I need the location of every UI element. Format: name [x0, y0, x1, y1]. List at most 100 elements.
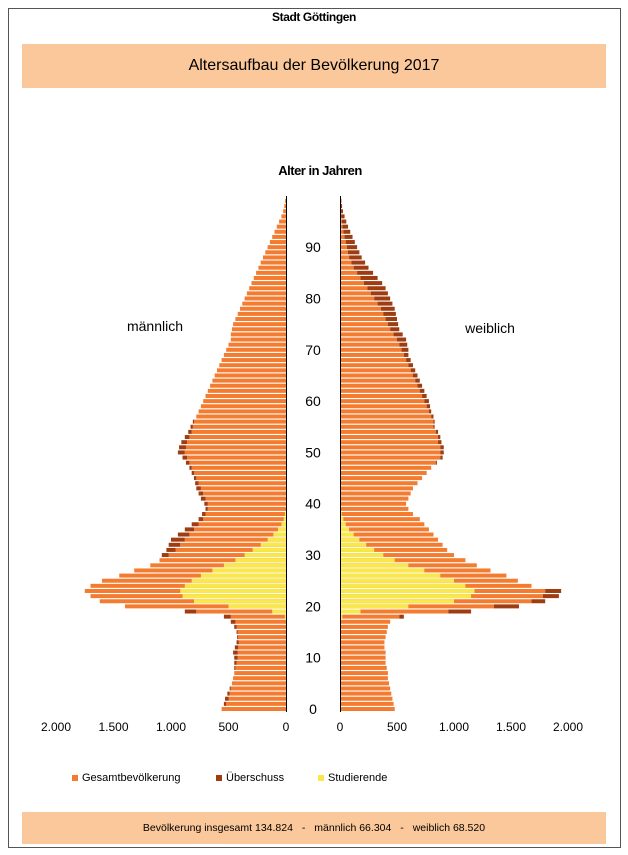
female-surplus-bar — [435, 460, 437, 465]
female-surplus-bar — [448, 609, 472, 614]
female-total-bar — [340, 445, 441, 450]
male-students-bar — [184, 583, 286, 588]
female-total-bar — [340, 322, 388, 327]
male-total-bar — [200, 404, 286, 409]
female-x-tick-label: 500 — [387, 720, 407, 734]
age-tick-label: 90 — [305, 239, 321, 255]
male-total-bar — [223, 352, 286, 357]
female-total-bar — [340, 701, 394, 706]
male-total-bar — [212, 378, 286, 383]
male-students-bar — [281, 522, 286, 527]
female-students-bar — [340, 583, 466, 588]
male-total-bar — [285, 198, 286, 204]
female-surplus-bar — [351, 260, 366, 265]
male-total-bar — [191, 429, 286, 434]
male-total-bar — [226, 347, 286, 352]
male-students-bar — [283, 517, 286, 522]
legend-item-surplus: Überschuss — [216, 772, 284, 784]
male-surplus-bar — [168, 542, 181, 547]
female-total-bar — [340, 506, 409, 511]
female-surplus-bar — [344, 234, 353, 239]
male-surplus-bar — [202, 512, 206, 517]
male-students-bar — [182, 594, 286, 599]
female-total-bar — [340, 630, 387, 635]
female-surplus-bar — [340, 209, 343, 214]
female-x-tick-label: 0 — [337, 720, 344, 734]
male-total-bar — [194, 470, 286, 475]
male-total-bar — [284, 204, 286, 209]
male-total-bar — [231, 681, 286, 686]
female-total-bar — [340, 609, 449, 614]
male-x-tick-label: 500 — [218, 720, 238, 734]
male-surplus-bar — [166, 547, 176, 552]
female-x-tick-label: 2.000 — [553, 720, 583, 734]
female-total-bar — [340, 512, 413, 517]
female-surplus-bar — [406, 358, 411, 363]
male-students-bar — [277, 527, 286, 532]
male-students-bar — [200, 573, 286, 578]
female-students-bar — [340, 573, 441, 578]
male-total-bar — [196, 476, 286, 481]
female-students-bar — [340, 599, 454, 604]
female-total-bar — [340, 240, 346, 245]
male-total-bar — [203, 517, 286, 522]
male-surplus-bar — [191, 522, 199, 527]
female-students-bar — [340, 542, 367, 547]
male-total-bar — [205, 496, 286, 501]
male-total-bar — [240, 306, 286, 311]
male-total-bar — [265, 250, 286, 255]
female-total-bar — [340, 275, 361, 280]
male-students-bar — [228, 604, 286, 609]
female-surplus-bar — [347, 250, 360, 255]
male-total-bar — [260, 260, 286, 265]
female-total-bar — [340, 660, 386, 665]
female-surplus-bar — [426, 404, 431, 409]
male-x-tick-label: 2.000 — [41, 720, 71, 734]
female-surplus-bar — [408, 363, 413, 368]
female-surplus-bar — [431, 414, 434, 419]
footer-total: Bevölkerung insgesamt 134.824 — [142, 822, 293, 834]
male-total-bar — [237, 311, 286, 316]
female-total-bar — [340, 250, 348, 255]
female-total-bar — [340, 368, 411, 373]
male-total-bar — [263, 255, 286, 260]
male-total-bar — [251, 281, 286, 286]
female-total-bar — [340, 624, 388, 629]
male-total-bar — [194, 527, 286, 532]
female-total-bar — [340, 460, 436, 465]
male-total-bar — [244, 296, 286, 301]
male-students-bar — [284, 512, 286, 517]
female-surplus-bar — [401, 347, 409, 352]
male-total-bar — [203, 399, 286, 404]
male-total-bar — [210, 383, 286, 388]
male-total-bar — [269, 240, 286, 245]
female-surplus-bar — [377, 301, 393, 306]
female-total-bar — [340, 671, 388, 676]
female-students-bar — [340, 588, 475, 593]
female-surplus-bar — [349, 255, 362, 260]
male-surplus-bar — [192, 419, 194, 424]
female-students-bar — [340, 517, 344, 522]
male-surplus-bar — [234, 660, 237, 665]
male-students-bar — [252, 547, 286, 552]
female-surplus-bar — [415, 378, 420, 383]
male-total-bar — [175, 547, 286, 552]
age-tick-label: 80 — [305, 290, 321, 306]
male-total-bar — [180, 542, 286, 547]
male-students-bar — [191, 578, 286, 583]
female-x-tick-label: 1.500 — [496, 720, 526, 734]
female-students-bar — [340, 604, 409, 609]
female-total-bar — [340, 337, 397, 342]
female-total-bar — [340, 429, 436, 434]
male-surplus-bar — [205, 506, 208, 511]
female-total-bar — [340, 527, 429, 532]
female-total-bar — [340, 645, 385, 650]
female-total-bar — [340, 696, 393, 701]
female-surplus-bar — [403, 352, 409, 357]
female-total-bar — [340, 270, 358, 275]
male-surplus-bar — [188, 429, 192, 434]
male-total-bar — [230, 614, 286, 619]
male-surplus-bar — [234, 665, 236, 670]
female-total-bar — [340, 404, 427, 409]
female-students-bar — [340, 547, 375, 552]
